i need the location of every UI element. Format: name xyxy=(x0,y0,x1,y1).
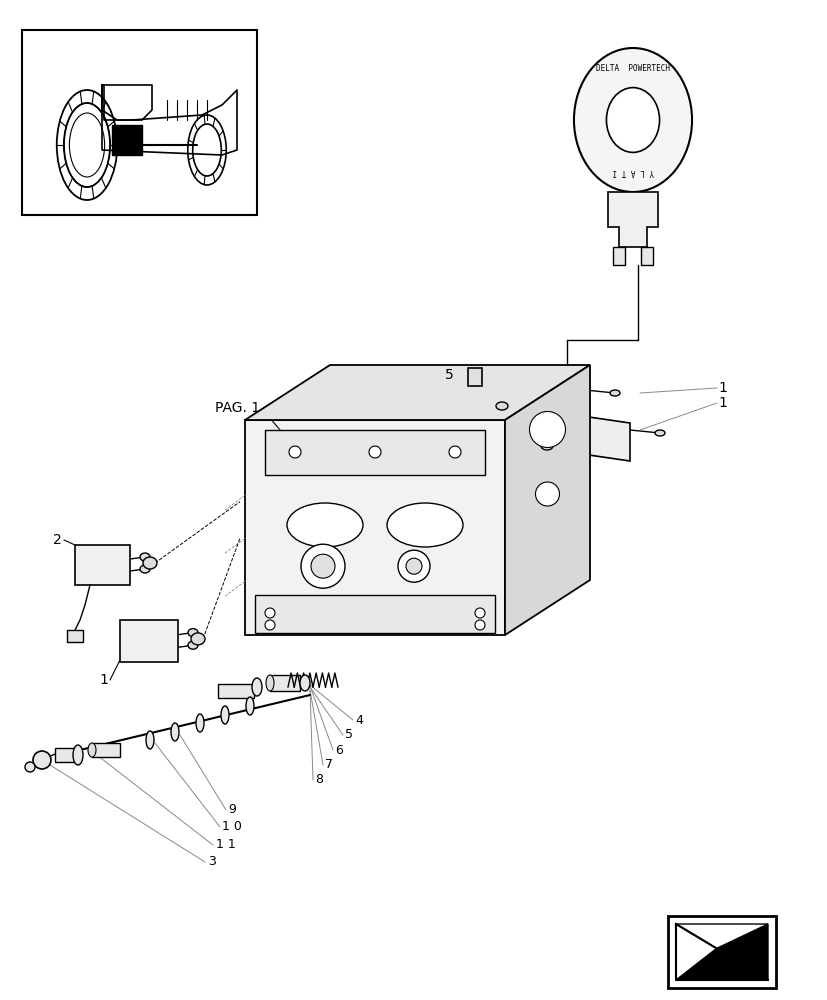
Polygon shape xyxy=(529,375,585,421)
Ellipse shape xyxy=(171,723,179,741)
Text: 7: 7 xyxy=(325,758,332,772)
Text: 3: 3 xyxy=(208,855,216,868)
Polygon shape xyxy=(675,924,767,980)
Polygon shape xyxy=(245,420,504,635)
Ellipse shape xyxy=(191,633,205,645)
Ellipse shape xyxy=(405,558,422,574)
Polygon shape xyxy=(120,620,178,662)
Text: 8: 8 xyxy=(314,773,323,786)
Ellipse shape xyxy=(146,731,154,749)
Polygon shape xyxy=(75,545,130,585)
Ellipse shape xyxy=(475,620,485,630)
Ellipse shape xyxy=(540,442,552,450)
Bar xyxy=(612,247,624,265)
Ellipse shape xyxy=(246,697,254,715)
Bar xyxy=(55,748,77,762)
Ellipse shape xyxy=(221,706,229,724)
Bar xyxy=(667,916,775,988)
Ellipse shape xyxy=(265,675,274,691)
Ellipse shape xyxy=(265,608,275,618)
Bar xyxy=(67,630,83,642)
Text: Y L A T I: Y L A T I xyxy=(611,167,653,176)
Ellipse shape xyxy=(605,88,659,152)
Ellipse shape xyxy=(654,430,664,436)
Ellipse shape xyxy=(33,751,51,769)
Ellipse shape xyxy=(88,743,96,757)
Ellipse shape xyxy=(196,714,203,732)
Polygon shape xyxy=(607,192,657,247)
Ellipse shape xyxy=(289,446,301,458)
Ellipse shape xyxy=(528,412,565,448)
Text: 1: 1 xyxy=(717,396,726,410)
Ellipse shape xyxy=(25,762,35,772)
Ellipse shape xyxy=(73,745,83,765)
Ellipse shape xyxy=(448,446,461,458)
Text: 6: 6 xyxy=(335,744,342,756)
Text: 1 1: 1 1 xyxy=(216,838,236,851)
Bar xyxy=(92,743,120,757)
Ellipse shape xyxy=(301,544,345,588)
Ellipse shape xyxy=(311,554,335,578)
Bar xyxy=(270,675,299,691)
Ellipse shape xyxy=(573,48,691,192)
Ellipse shape xyxy=(495,402,508,410)
Ellipse shape xyxy=(140,553,150,561)
Ellipse shape xyxy=(475,608,485,618)
Polygon shape xyxy=(675,924,767,948)
Ellipse shape xyxy=(609,390,619,396)
Text: 5: 5 xyxy=(445,368,453,382)
Ellipse shape xyxy=(535,482,559,506)
Ellipse shape xyxy=(369,446,380,458)
Ellipse shape xyxy=(251,678,261,696)
Polygon shape xyxy=(574,415,629,461)
Ellipse shape xyxy=(299,675,309,691)
Bar xyxy=(218,684,254,698)
Bar xyxy=(255,595,495,633)
Bar xyxy=(22,30,256,215)
Ellipse shape xyxy=(386,503,462,547)
Text: DELTA  POWERTECH: DELTA POWERTECH xyxy=(595,64,669,73)
Polygon shape xyxy=(504,365,590,635)
Ellipse shape xyxy=(265,620,275,630)
Ellipse shape xyxy=(140,565,150,573)
Text: PAG. 1: PAG. 1 xyxy=(215,401,260,415)
Ellipse shape xyxy=(188,629,198,637)
Text: 1: 1 xyxy=(99,673,108,687)
Polygon shape xyxy=(112,125,141,155)
Text: 2: 2 xyxy=(53,533,62,547)
Text: 5: 5 xyxy=(345,728,352,742)
Bar xyxy=(265,430,485,475)
Bar xyxy=(467,368,481,386)
Ellipse shape xyxy=(398,550,429,582)
Ellipse shape xyxy=(287,503,362,547)
Text: 1 0: 1 0 xyxy=(222,820,241,833)
Polygon shape xyxy=(245,365,590,420)
Bar xyxy=(640,247,653,265)
Ellipse shape xyxy=(188,641,198,649)
Ellipse shape xyxy=(143,557,157,569)
Text: 1: 1 xyxy=(717,381,726,395)
Text: 9: 9 xyxy=(227,803,236,816)
Text: 4: 4 xyxy=(355,714,362,726)
